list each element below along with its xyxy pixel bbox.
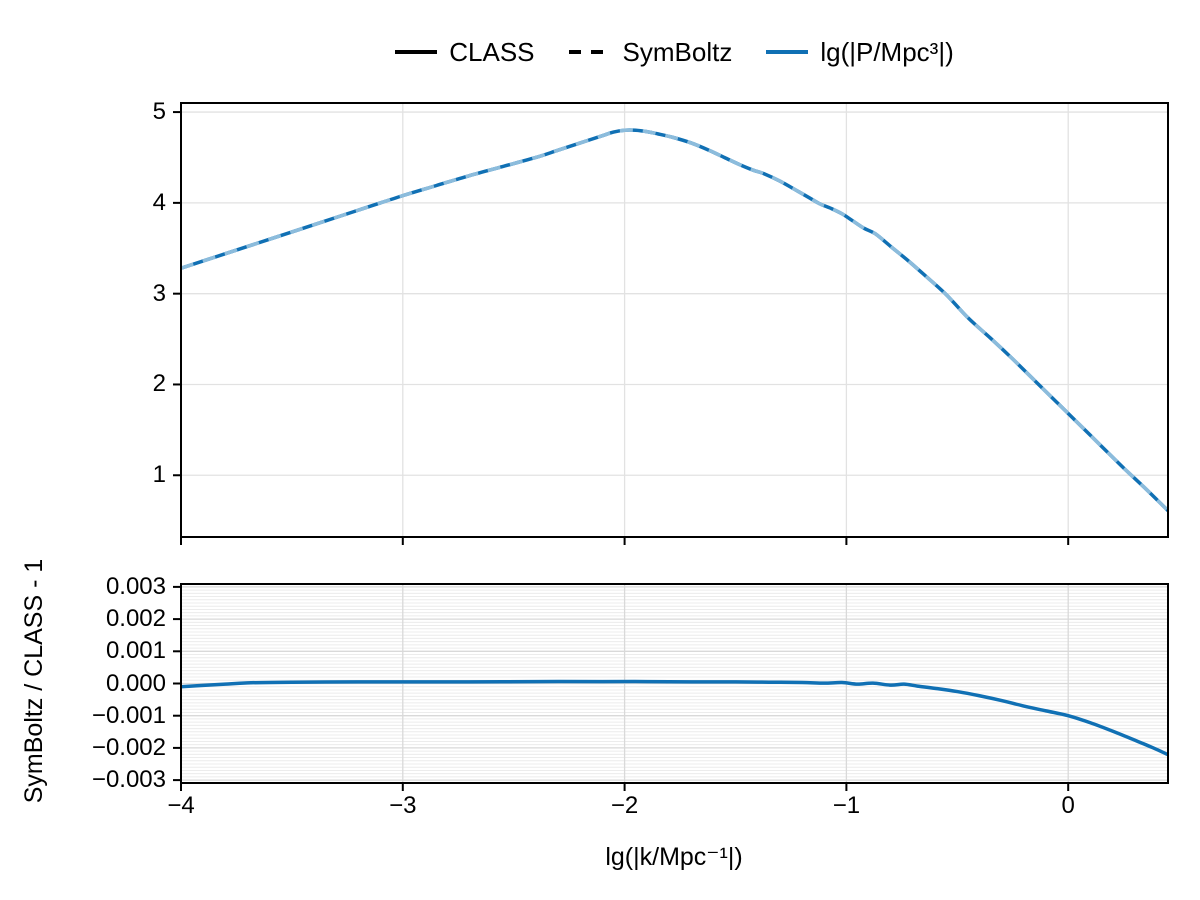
legend-item-lgp: lg(|P/Mpc³|) (766, 37, 954, 67)
x-tick-label: −3 (389, 792, 417, 819)
x-tick-label: −2 (610, 792, 639, 819)
bottom-y-tick-label: 0.003 (105, 572, 166, 600)
x-tick-label: 0 (1061, 792, 1075, 819)
x-tick-label: −4 (167, 792, 195, 819)
bottom-y-tick-label: 0.001 (105, 637, 166, 665)
blue-line-swatch (766, 50, 809, 54)
bottom-panel-grid (181, 584, 1168, 783)
legend-label-class: CLASS (449, 37, 535, 67)
residual-curve (181, 679, 1168, 757)
bottom-y-tick-label: 0.002 (105, 605, 166, 633)
dashed-line-swatch (568, 50, 611, 54)
legend-item-symboltz: SymBoltz (568, 37, 733, 67)
top-panel-spine (180, 102, 1169, 538)
bottom-y-tick-label: 0.000 (105, 669, 166, 697)
power-spectrum-curves (181, 128, 1168, 512)
top-panel-ticks (173, 111, 1070, 545)
bottom-panel-ticks (173, 585, 1070, 791)
symboltz-curve (181, 128, 1168, 512)
bottom-y-tick-label: −0.001 (91, 701, 166, 729)
bottom-y-tick-label: −0.003 (91, 766, 166, 794)
legend-label-symboltz: SymBoltz (622, 37, 733, 67)
bottom-panel-minor-grid (181, 589, 1168, 778)
top-y-tick-label: 4 (152, 188, 166, 216)
legend-item-class: CLASS (395, 37, 535, 67)
legend-label-lgp: lg(|P/Mpc³|) (820, 37, 954, 67)
bottom-y-axis-label: SymBoltz / CLASS - 1 (20, 558, 48, 804)
x-axis-label: lg(|k/Mpc⁻¹|) (605, 843, 743, 871)
residual-curve-group (181, 679, 1168, 757)
class-curve (181, 128, 1168, 512)
top-y-tick-label: 2 (152, 370, 166, 398)
solid-line-swatch (395, 50, 438, 54)
legend: CLASS SymBoltz lg(|P/Mpc³|) (181, 30, 1168, 74)
x-tick-label: −1 (832, 792, 861, 819)
top-y-tick-label: 3 (152, 279, 166, 307)
top-panel-grid (181, 103, 1168, 537)
bottom-y-tick-label: −0.002 (91, 733, 166, 761)
top-y-tick-label: 1 (152, 461, 166, 489)
top-y-tick-label: 5 (152, 98, 166, 126)
